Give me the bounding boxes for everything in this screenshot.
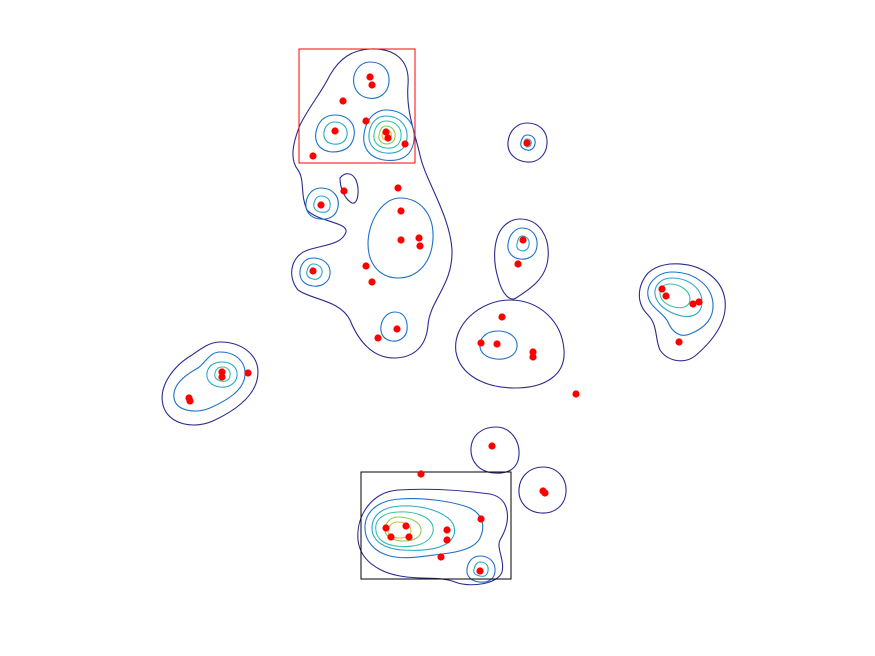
- data-point: [362, 262, 370, 270]
- contour-line: [479, 330, 518, 360]
- data-point: [368, 81, 376, 89]
- data-points: [185, 73, 703, 575]
- highlight-box: [360, 471, 512, 580]
- data-point: [488, 442, 496, 450]
- data-point: [514, 260, 522, 268]
- data-point: [675, 338, 683, 346]
- data-point: [498, 313, 506, 321]
- data-point: [572, 390, 580, 398]
- data-point: [387, 533, 395, 541]
- data-point: [689, 300, 697, 308]
- data-point: [443, 536, 451, 544]
- data-point: [309, 267, 317, 275]
- highlight-box: [298, 48, 416, 164]
- data-point: [186, 397, 194, 405]
- data-point: [443, 526, 451, 534]
- highlight-boxes: [298, 48, 512, 580]
- data-point: [393, 325, 401, 333]
- data-point: [662, 292, 670, 300]
- data-point: [476, 567, 484, 575]
- contour-line: [494, 218, 549, 300]
- data-point: [416, 242, 424, 250]
- contour-line: [371, 505, 456, 551]
- contour-line: [466, 555, 496, 583]
- contour-line: [518, 466, 567, 514]
- contour-line: [368, 115, 408, 154]
- data-point: [362, 117, 370, 125]
- data-point: [218, 373, 226, 381]
- data-point: [339, 97, 347, 105]
- data-point: [477, 339, 485, 347]
- data-point: [397, 207, 405, 215]
- contour-line: [455, 299, 565, 389]
- contour-line: [638, 263, 726, 362]
- contour-line: [206, 361, 238, 388]
- data-point: [493, 340, 501, 348]
- data-point: [417, 470, 425, 478]
- contour-line: [353, 61, 390, 99]
- data-point: [397, 236, 405, 244]
- contour-line: [473, 561, 489, 577]
- data-point: [401, 140, 409, 148]
- data-point: [405, 533, 413, 541]
- contour-line: [507, 227, 538, 260]
- contour-line: [470, 426, 520, 474]
- contour-line: [291, 48, 453, 359]
- data-point: [523, 139, 531, 147]
- data-point: [477, 515, 485, 523]
- data-point: [368, 278, 376, 286]
- data-point: [437, 553, 445, 561]
- contour-line: [315, 114, 355, 153]
- contour-line: [161, 341, 259, 426]
- contour-line: [357, 488, 508, 586]
- contour-line: [516, 235, 530, 252]
- data-point: [519, 236, 527, 244]
- data-point: [384, 134, 392, 142]
- data-point: [529, 348, 537, 356]
- data-point: [331, 127, 339, 135]
- contour-line: [378, 125, 396, 145]
- data-point: [317, 201, 325, 209]
- density-contours: [161, 48, 726, 586]
- data-point: [366, 73, 374, 81]
- data-point: [541, 489, 549, 497]
- contour-line: [375, 511, 434, 548]
- contour-line: [323, 121, 348, 145]
- contour-line: [214, 366, 231, 382]
- contour-line: [306, 263, 323, 280]
- contour-line: [380, 311, 408, 342]
- data-point: [244, 369, 252, 377]
- data-point: [394, 184, 402, 192]
- contour-line: [507, 122, 548, 163]
- data-point: [340, 187, 348, 195]
- data-point: [695, 298, 703, 306]
- contour-line: [654, 277, 703, 318]
- contour-line: [305, 187, 339, 220]
- data-point: [415, 234, 423, 242]
- contour-line: [313, 195, 331, 213]
- data-point: [529, 353, 537, 361]
- data-point: [218, 368, 226, 376]
- contour-line: [647, 271, 714, 336]
- data-point: [382, 128, 390, 136]
- data-point: [658, 285, 666, 293]
- contour-line: [373, 120, 402, 149]
- data-point: [374, 334, 382, 342]
- contour-line: [367, 197, 434, 279]
- contour-line: [520, 134, 536, 151]
- data-point: [382, 524, 390, 532]
- data-point: [402, 522, 410, 530]
- data-point: [309, 152, 317, 160]
- contour-line: [299, 257, 331, 287]
